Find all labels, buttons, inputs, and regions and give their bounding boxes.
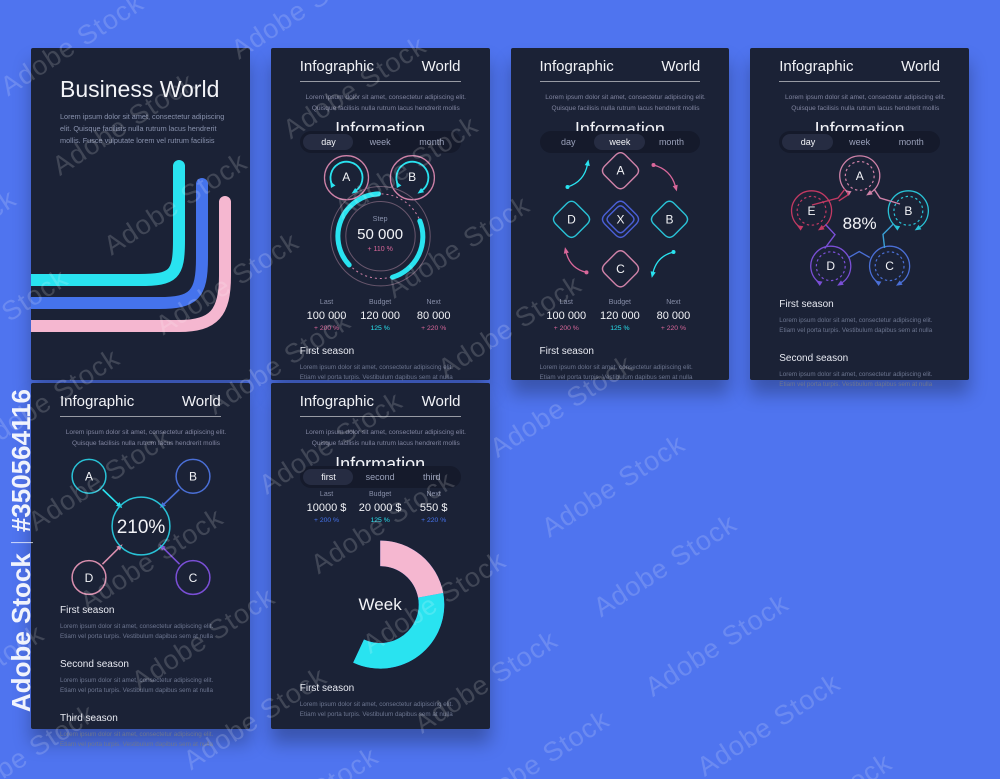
- svg-text:210%: 210%: [117, 517, 166, 538]
- svg-text:B: B: [189, 470, 197, 484]
- svg-text:A: A: [85, 470, 93, 484]
- svg-text:D: D: [567, 212, 576, 226]
- svg-text:X: X: [616, 212, 624, 226]
- svg-text:A: A: [616, 164, 624, 178]
- svg-text:D: D: [827, 259, 836, 273]
- svg-text:C: C: [616, 262, 625, 276]
- svg-text:A: A: [856, 169, 864, 183]
- svg-text:C: C: [886, 259, 895, 273]
- svg-text:C: C: [189, 571, 198, 585]
- svg-text:B: B: [665, 212, 673, 226]
- svg-text:D: D: [85, 571, 94, 585]
